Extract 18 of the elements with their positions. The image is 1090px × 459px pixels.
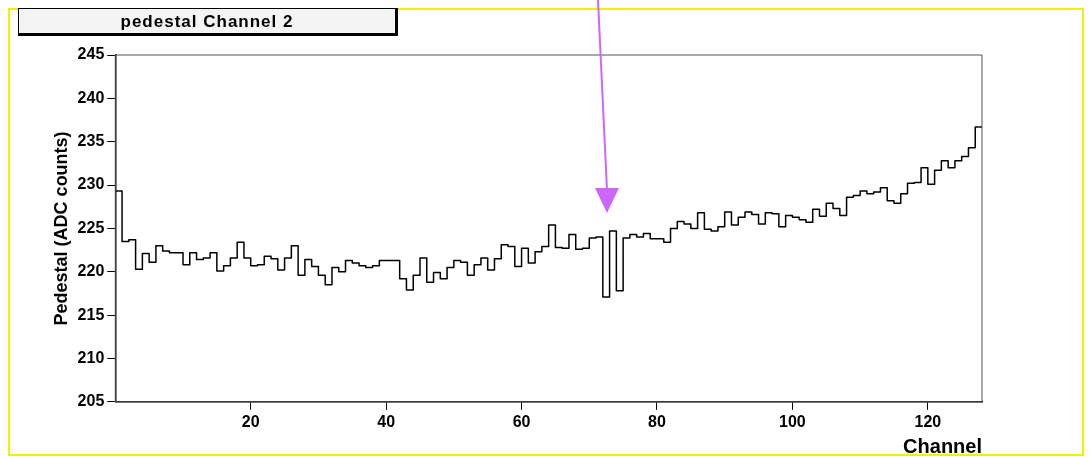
y-tick-label: 245 [77, 45, 105, 63]
y-tick-label: 210 [77, 348, 105, 366]
y-tick-label: 235 [77, 132, 105, 150]
y-axis-title: Pedestal (ADC counts) [50, 131, 71, 326]
x-tick-label: 20 [241, 412, 260, 430]
x-tick-label: 80 [648, 412, 666, 430]
x-tick-label: 40 [377, 412, 396, 430]
y-tick-label: 225 [77, 218, 105, 236]
y-tick-label: 215 [77, 305, 105, 323]
y-tick-label: 205 [77, 392, 105, 410]
y-tick-label: 230 [77, 175, 105, 193]
x-tick-label: 100 [779, 412, 806, 430]
x-tick-label: 60 [512, 412, 531, 430]
chart-title: pedestal Channel 2 [18, 8, 398, 36]
x-axis-title: Channel [903, 434, 982, 457]
x-tick-label: 120 [914, 412, 942, 430]
y-tick-label: 240 [77, 88, 105, 106]
y-tick-label: 220 [77, 262, 105, 280]
